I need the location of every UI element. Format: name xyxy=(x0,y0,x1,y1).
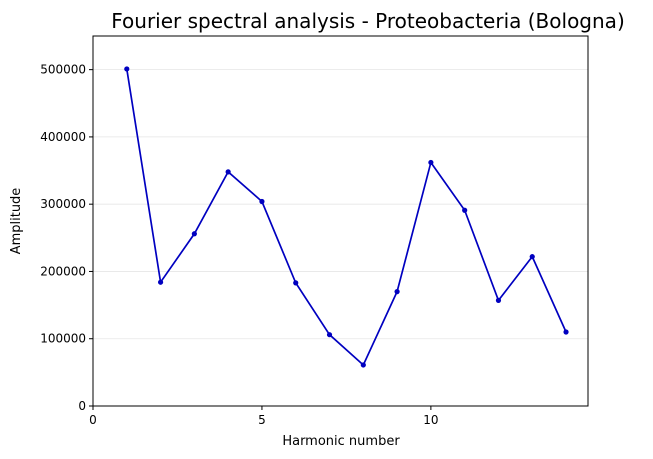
data-point-12 xyxy=(495,297,502,303)
series-layer xyxy=(124,66,569,368)
data-point-3 xyxy=(191,231,197,237)
data-point-4 xyxy=(225,169,231,175)
data-point-11 xyxy=(462,207,468,213)
y-tick-label-1: 100000 xyxy=(40,332,86,346)
y-tick-label-5: 500000 xyxy=(40,63,86,77)
data-point-5 xyxy=(259,198,265,205)
data-point-2 xyxy=(157,279,164,285)
y-axis-label: Amplitude xyxy=(9,188,24,255)
plot-frame xyxy=(92,35,589,407)
chart-title: Fourier spectral analysis - Proteobacter… xyxy=(111,9,625,33)
x-tick-label-0: 0 xyxy=(89,413,97,427)
data-point-14 xyxy=(563,329,569,335)
data-point-9 xyxy=(394,289,400,295)
y-tick-label-4: 400000 xyxy=(40,130,86,144)
grid-layer xyxy=(93,69,588,340)
data-point-13 xyxy=(529,254,535,260)
y-tick-label-0: 0 xyxy=(78,399,86,413)
data-point-6 xyxy=(293,280,299,286)
data-point-10 xyxy=(428,159,434,166)
x-tick-label-1: 5 xyxy=(258,413,266,427)
x-tick-label-2: 10 xyxy=(423,413,438,427)
data-point-8 xyxy=(360,362,366,368)
series-line-0 xyxy=(125,68,567,367)
y-tick-label-2: 200000 xyxy=(40,264,86,278)
x-axis-label: Harmonic number xyxy=(282,434,400,449)
y-tick-label-3: 300000 xyxy=(40,197,86,211)
axes-layer: 0 100000 200000 300000 400000 500000 0 5 10 xyxy=(40,35,589,427)
data-point-1 xyxy=(124,66,130,72)
data-point-7 xyxy=(326,332,333,338)
